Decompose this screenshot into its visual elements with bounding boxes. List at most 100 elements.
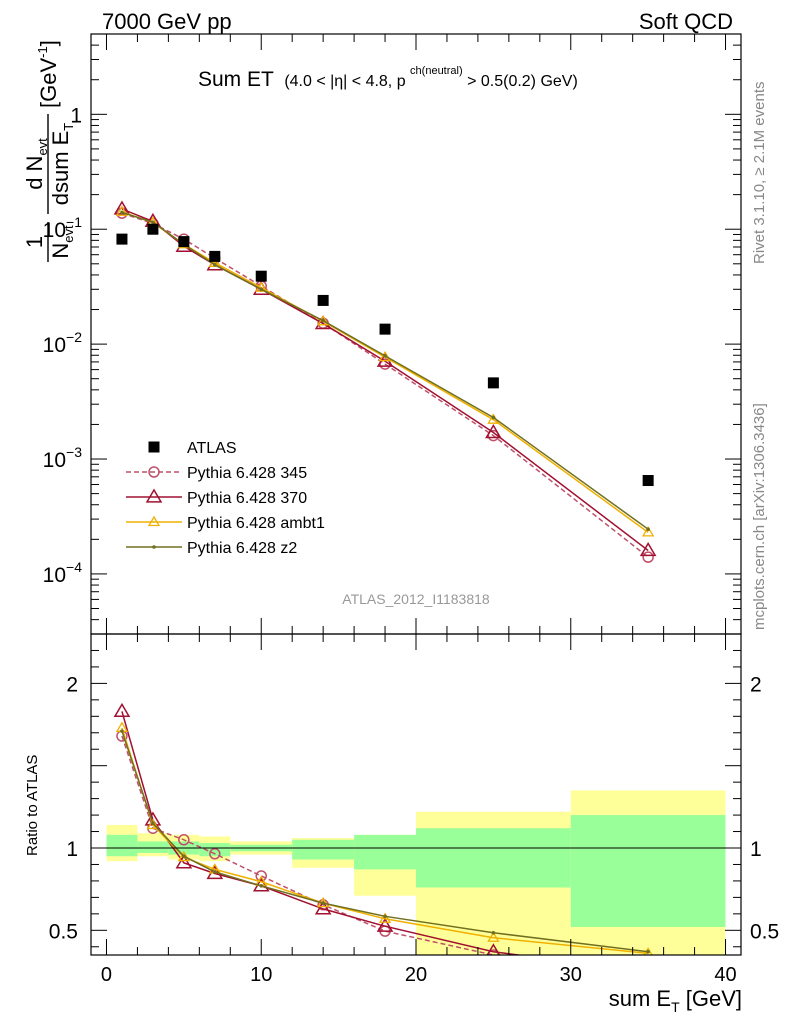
header-left: 7000 GeV pp <box>102 9 232 34</box>
x-tick-label: 40 <box>714 964 736 986</box>
rivet-label: Rivet 3.1.10, ≥ 2.1M events <box>751 82 768 265</box>
y-tick-label: 1 <box>70 104 82 127</box>
header-right: Soft QCD <box>639 9 733 34</box>
ratio-marker-p345 <box>209 848 221 860</box>
plot-title: Sum ET (4.0 < |η| < 4.8, p ch(neutral) >… <box>198 61 578 91</box>
main-marker-ambt1 <box>255 281 268 292</box>
ratio-line-ambt1 <box>121 727 649 955</box>
ratio-y-tick-label: 0.5 <box>49 920 78 943</box>
band-inner-5 <box>292 839 355 860</box>
ratio-marker-z2 <box>259 884 264 888</box>
ratio-axes: 0 10 20 30 40 0.5 0.5 1 1 2 2 <box>49 633 779 986</box>
main-marker-z2 <box>259 287 264 292</box>
ratio-series-lines <box>113 702 653 955</box>
ratio-marker-z2 <box>213 870 217 874</box>
ratio-marker-z2 <box>383 914 387 919</box>
atlas-point <box>116 233 128 245</box>
legend-label: Pythia 6.428 z2 <box>187 540 297 557</box>
y-tick-label: 10−2 <box>43 329 83 357</box>
ratio-bands <box>106 790 726 955</box>
ratio-marker-z2 <box>151 821 155 826</box>
atlas-point <box>317 294 329 306</box>
ratio-marker-z2 <box>491 930 496 935</box>
main-data-points <box>116 223 654 487</box>
legend-label: Pythia 6.428 345 <box>187 465 307 482</box>
ratio-y-tick-label: 1 <box>66 838 78 861</box>
atlas-point <box>209 250 221 262</box>
x-tick-label: 30 <box>560 964 582 986</box>
main-ylabel: 1 Nevt d Nevt dsum ET [GeV-1] <box>22 40 76 262</box>
ratio-ylabel: Ratio to ATLAS <box>24 755 41 856</box>
main-marker-z2 <box>491 415 496 420</box>
plot-title-main: Sum ET <box>198 68 274 91</box>
analysis-id: ATLAS_2012_I1183818 <box>342 591 490 607</box>
x-axis-label: sum ET [GeV] <box>609 986 742 1015</box>
ratio-y-tick-label-right: 2 <box>750 673 762 696</box>
band-inner-3 <box>199 843 231 857</box>
main-marker-p370 <box>639 541 657 557</box>
x-tick-label: 20 <box>405 964 427 986</box>
main-marker-z2 <box>213 263 217 267</box>
y-tick-label: 10−1 <box>43 214 83 242</box>
ratio-marker-p370 <box>175 854 193 869</box>
ratio-marker-z2 <box>646 949 650 954</box>
ratio-marker-z2 <box>182 854 186 859</box>
main-series-lines <box>113 200 657 563</box>
ratio-marker-ambt1 <box>643 947 653 955</box>
band-inner-6 <box>354 834 416 870</box>
main-axes: 1 10−1 10−2 10−3 10−4 <box>43 33 742 635</box>
svg-text:d Nevt: d Nevt <box>22 138 50 190</box>
atlas-point <box>255 270 267 282</box>
ratio-marker-ambt1 <box>146 818 160 830</box>
legend-marker-p370 <box>145 488 163 503</box>
ratio-line-p345 <box>121 735 499 955</box>
ratio-marker-p345 <box>487 949 500 955</box>
y-tick-label: 10−3 <box>43 444 83 472</box>
atlas-point <box>487 377 499 389</box>
ratio-marker-z2 <box>321 901 325 905</box>
ratio-marker-p345 <box>178 834 190 846</box>
main-marker-ambt1 <box>378 350 392 362</box>
main-marker-ambt1 <box>115 205 129 216</box>
legend-marker-z2 <box>152 545 156 549</box>
legend-label: Pythia 6.428 370 <box>187 490 307 507</box>
legend: ATLAS Pythia 6.428 345 Pythia 6.428 370 Pyt… <box>126 440 325 557</box>
legend-marker-p345 <box>148 466 160 478</box>
atlas-point <box>379 323 391 335</box>
ratio-y-tick-label: 2 <box>66 673 78 696</box>
atlas-point <box>178 236 190 248</box>
y-tick-label: 10−4 <box>43 559 83 587</box>
ratio-marker-p370 <box>486 943 501 955</box>
x-tick-label: 0 <box>101 964 112 986</box>
ratio-marker-p370 <box>113 702 131 718</box>
legend-marker-atlas <box>148 441 160 453</box>
ratio-marker-p370 <box>314 900 332 915</box>
main-line-ambt1 <box>121 211 649 533</box>
main-marker-z2 <box>321 318 325 323</box>
svg-text:[GeV-1]: [GeV-1] <box>35 40 61 108</box>
legend-marker-ambt1 <box>147 515 161 527</box>
mcplots-label: mcplots.cern.ch [arXiv:1306.3436] <box>751 403 768 630</box>
x-tick-label: 10 <box>250 964 272 986</box>
main-marker-ambt1 <box>642 526 655 537</box>
band-inner-1 <box>137 841 169 853</box>
main-marker-z2 <box>151 220 155 225</box>
plot-title-detail-a: (4.0 < |η| < 4.8, p <box>284 73 405 90</box>
ratio-marker-p370 <box>376 917 394 932</box>
main-marker-z2 <box>646 527 650 532</box>
main-marker-ambt1 <box>317 315 330 326</box>
plot-title-detail-b: > 0.5(0.2) GeV) <box>467 73 578 90</box>
band-inner-0 <box>106 834 138 857</box>
atlas-point <box>642 475 654 487</box>
main-marker-p370 <box>485 424 502 439</box>
ratio-marker-ambt1 <box>487 931 500 942</box>
atlas-point <box>147 223 159 235</box>
legend-label: Pythia 6.428 ambt1 <box>187 515 325 532</box>
svg-text:dsum ET: dsum ET <box>48 123 76 206</box>
ratio-y-tick-label-right: 1 <box>750 838 762 861</box>
ratio-y-tick-label-right: 0.5 <box>750 920 779 943</box>
ratio-marker-ambt1 <box>177 850 190 862</box>
main-marker-z2 <box>383 354 387 358</box>
plot-title-sup: ch(neutral) <box>410 65 463 77</box>
